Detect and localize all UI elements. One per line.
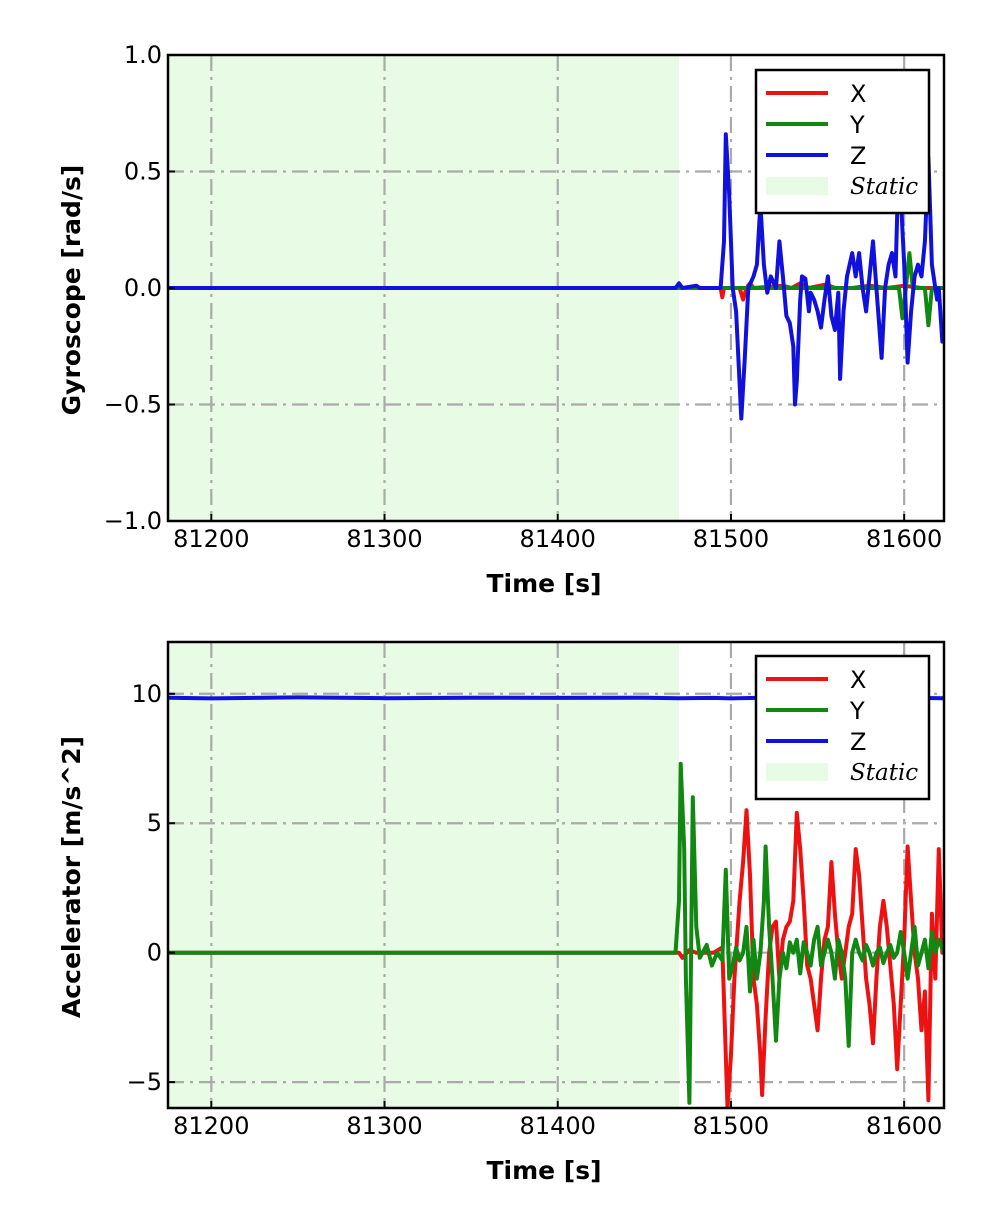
legend-label: X xyxy=(850,80,866,108)
y-tick-label: 0.5 xyxy=(124,158,162,186)
x-tick-label: 81600 xyxy=(866,1112,942,1140)
x-tick-label: 81300 xyxy=(346,525,422,553)
x-tick-label: 81600 xyxy=(866,525,942,553)
y-tick-label: −1.0 xyxy=(104,507,162,535)
x-tick-label: 81300 xyxy=(346,1112,422,1140)
legend: XYZ Static xyxy=(754,654,931,801)
accelerator-chart: 81200 81300 81400 81500 81600 −5 0 5 10 Time [s] A… xyxy=(57,640,946,1185)
y-tick-label: −0.5 xyxy=(104,391,162,419)
legend-label: X xyxy=(850,666,866,694)
plot-area xyxy=(168,132,944,421)
y-tick-label: 0 xyxy=(147,939,162,967)
x-tick-label: 81400 xyxy=(520,525,596,553)
x-axis-label: Time [s] xyxy=(486,569,601,598)
y-axis-label: Gyroscope [rad/s] xyxy=(57,165,86,416)
legend-swatch-static xyxy=(766,763,828,781)
y-tick-label: 5 xyxy=(147,809,162,837)
y-tick-label: 1.0 xyxy=(124,41,162,69)
plot-frame xyxy=(166,640,946,1110)
gyroscope-chart: 81200 81300 81400 81500 81600 −1.0 −0.5 0.0 0.5 1… xyxy=(57,41,946,598)
legend: XYZ Static xyxy=(754,68,931,215)
legend-label-static: Static xyxy=(850,760,918,786)
y-tick-label: 10 xyxy=(131,680,162,708)
legend-label-static: Static xyxy=(850,174,918,200)
legend-label: Z xyxy=(850,728,866,756)
y-tick-label: −5 xyxy=(127,1068,162,1096)
legend-label: Y xyxy=(849,111,865,139)
series-line-z xyxy=(168,132,944,421)
x-tick-label: 81500 xyxy=(693,1112,769,1140)
y-axis-label: Accelerator [m/s^2] xyxy=(57,736,86,1018)
legend-label: Z xyxy=(850,142,866,170)
x-tick-label: 81500 xyxy=(693,525,769,553)
legend-swatch-static xyxy=(766,177,828,195)
x-axis-label: Time [s] xyxy=(486,1156,601,1185)
y-tick-label: 0.0 xyxy=(124,274,162,302)
static-region xyxy=(168,642,679,1108)
x-tick-label: 81400 xyxy=(520,1112,596,1140)
series-line-x xyxy=(168,808,944,1108)
x-tick-label: 81200 xyxy=(173,1112,249,1140)
x-tick-label: 81200 xyxy=(173,525,249,553)
series-line-y xyxy=(168,761,944,1105)
legend-label: Y xyxy=(849,697,865,725)
